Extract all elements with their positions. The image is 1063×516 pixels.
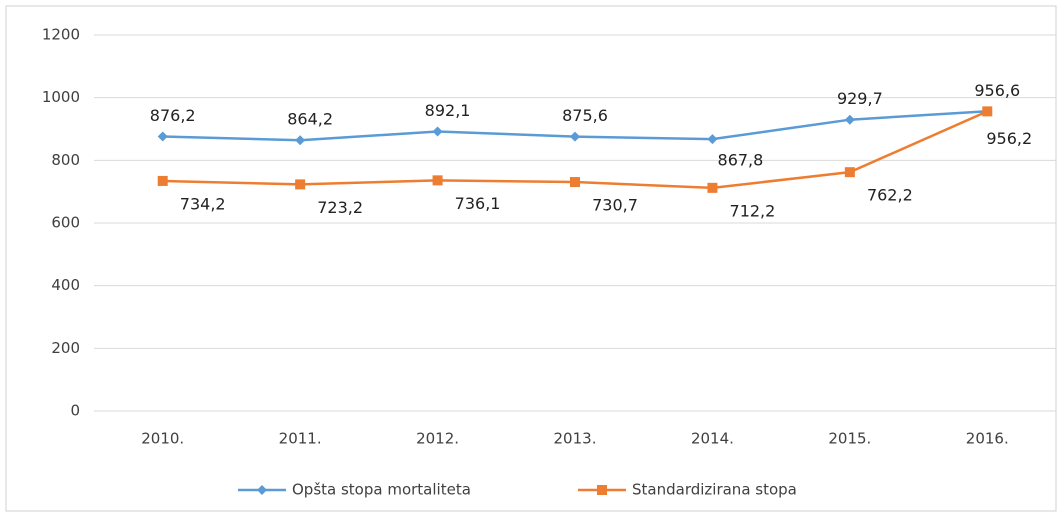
marker	[597, 485, 607, 495]
value-label: 875,6	[562, 106, 608, 125]
marker	[295, 179, 306, 190]
y-tick-label: 800	[51, 151, 80, 169]
value-label: 956,2	[986, 129, 1032, 148]
marker	[157, 131, 168, 142]
value-label: 867,8	[718, 151, 764, 170]
value-label: 723,2	[317, 198, 363, 217]
marker	[707, 134, 718, 145]
marker	[844, 114, 855, 125]
y-tick-label: 0	[70, 402, 80, 420]
y-tick-label: 600	[51, 214, 80, 232]
x-tick-label: 2012.	[416, 430, 459, 448]
x-tick-label: 2010.	[141, 430, 184, 448]
y-tick-label: 400	[51, 276, 80, 294]
value-label: 864,2	[287, 110, 333, 129]
legend-label: Standardizirana stopa	[632, 481, 797, 499]
legend-label: Opšta stopa mortaliteta	[292, 481, 471, 499]
marker	[432, 126, 443, 137]
value-label: 956,6	[974, 81, 1020, 100]
marker	[157, 175, 168, 186]
chart-border	[5, 5, 1057, 512]
value-label: 762,2	[867, 186, 913, 205]
x-tick-label: 2013.	[554, 430, 597, 448]
marker	[707, 182, 718, 193]
marker	[570, 177, 580, 188]
value-label: 876,2	[150, 106, 196, 125]
marker	[295, 135, 306, 146]
y-tick-label: 1200	[42, 26, 80, 44]
value-label: 892,1	[425, 101, 471, 120]
marker	[982, 106, 993, 117]
y-tick-label: 1000	[42, 88, 80, 106]
value-label: 712,2	[730, 201, 776, 220]
value-label: 730,7	[592, 196, 638, 215]
x-tick-label: 2014.	[691, 430, 734, 448]
value-label: 736,1	[455, 194, 501, 213]
marker	[570, 131, 580, 142]
marker	[432, 175, 443, 186]
marker	[257, 485, 267, 495]
y-tick-label: 200	[51, 339, 80, 357]
x-tick-label: 2015.	[828, 430, 871, 448]
x-tick-label: 2011.	[279, 430, 322, 448]
x-tick-label: 2016.	[966, 430, 1009, 448]
marker	[844, 167, 855, 178]
value-label: 929,7	[837, 89, 883, 108]
value-label: 734,2	[180, 194, 226, 213]
